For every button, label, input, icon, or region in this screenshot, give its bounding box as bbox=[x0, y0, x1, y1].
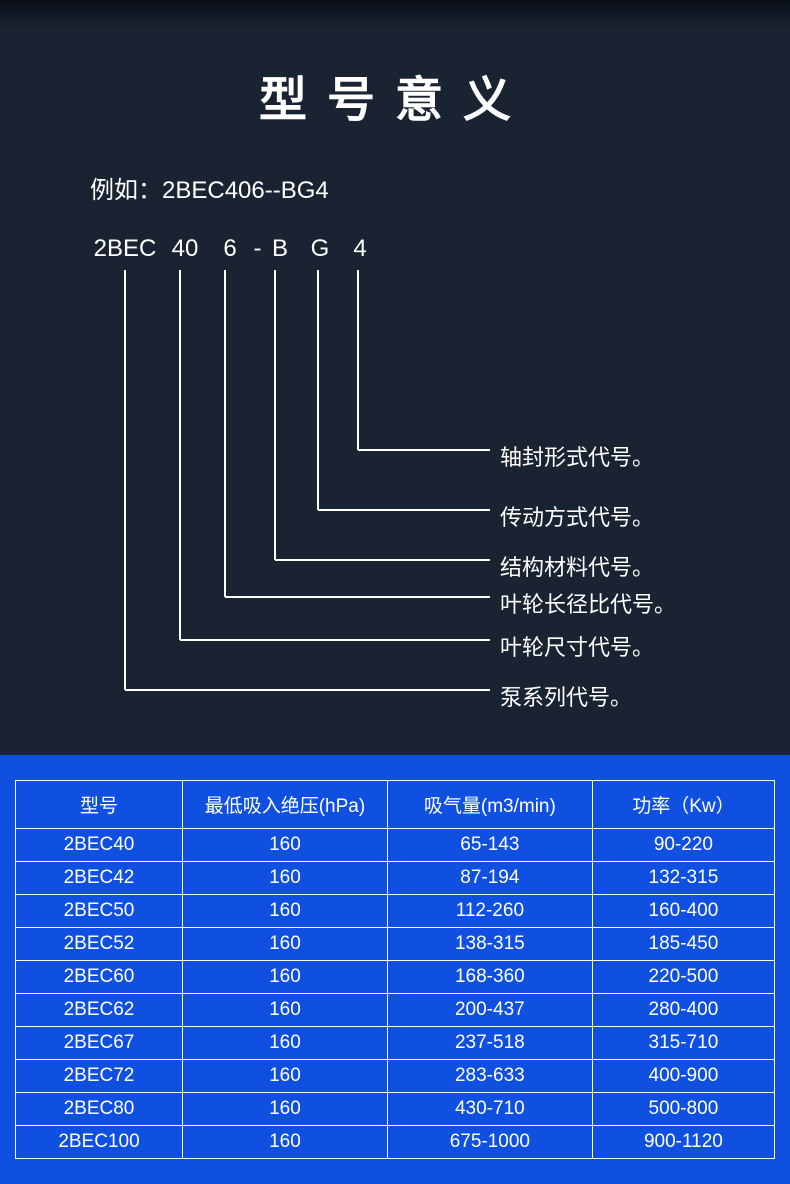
code-part-size: 40 bbox=[160, 235, 210, 263]
col-header-model: 型号 bbox=[16, 781, 183, 829]
table-row: 2BEC52160138-315185-450 bbox=[16, 928, 775, 961]
table-cell: 900-1120 bbox=[592, 1126, 774, 1159]
example-line: 例如：2BEC406--BG4 bbox=[90, 170, 730, 205]
code-breakdown-diagram: 2BEC 40 6 - B G 4 泵系列代号。叶轮尺寸代号。叶轮长径比代号。结… bbox=[90, 235, 730, 715]
page-title: 型号意义 bbox=[60, 60, 730, 130]
table-cell: 283-633 bbox=[387, 1060, 592, 1093]
table-cell: 168-360 bbox=[387, 961, 592, 994]
table-cell: 160 bbox=[182, 1027, 387, 1060]
table-cell: 132-315 bbox=[592, 862, 774, 895]
breakdown-lines-svg bbox=[90, 270, 770, 715]
table-cell: 500-800 bbox=[592, 1093, 774, 1126]
table-cell: 160 bbox=[182, 829, 387, 862]
table-cell: 90-220 bbox=[592, 829, 774, 862]
table-cell: 87-194 bbox=[387, 862, 592, 895]
table-cell: 675-1000 bbox=[387, 1126, 592, 1159]
table-cell: 2BEC50 bbox=[16, 895, 183, 928]
col-header-power: 功率（Kw） bbox=[592, 781, 774, 829]
spec-table-section: 型号 最低吸入绝压(hPa) 吸气量(m3/min) 功率（Kw） 2BEC40… bbox=[0, 755, 790, 1184]
table-row: 2BEC100160675-1000900-1120 bbox=[16, 1126, 775, 1159]
diagram-section: 型号意义 例如：2BEC406--BG4 2BEC 40 6 - B G 4 泵… bbox=[0, 30, 790, 755]
col-header-volume: 吸气量(m3/min) bbox=[387, 781, 592, 829]
table-cell: 160 bbox=[182, 961, 387, 994]
table-cell: 160 bbox=[182, 1060, 387, 1093]
table-cell: 160 bbox=[182, 928, 387, 961]
breakdown-label: 轴封形式代号。 bbox=[500, 440, 654, 472]
table-row: 2BEC4216087-194132-315 bbox=[16, 862, 775, 895]
table-cell: 160 bbox=[182, 862, 387, 895]
table-cell: 237-518 bbox=[387, 1027, 592, 1060]
table-cell: 185-450 bbox=[592, 928, 774, 961]
example-prefix: 例如： bbox=[90, 177, 162, 204]
code-part-drive: G bbox=[295, 235, 345, 263]
table-cell: 200-437 bbox=[387, 994, 592, 1027]
table-cell: 315-710 bbox=[592, 1027, 774, 1060]
table-row: 2BEC62160200-437280-400 bbox=[16, 994, 775, 1027]
table-cell: 280-400 bbox=[592, 994, 774, 1027]
example-code: 2BEC406--BG4 bbox=[162, 177, 329, 204]
table-cell: 112-260 bbox=[387, 895, 592, 928]
table-cell: 220-500 bbox=[592, 961, 774, 994]
table-header-row: 型号 最低吸入绝压(hPa) 吸气量(m3/min) 功率（Kw） bbox=[16, 781, 775, 829]
table-row: 2BEC80160430-710500-800 bbox=[16, 1093, 775, 1126]
table-cell: 160-400 bbox=[592, 895, 774, 928]
table-row: 2BEC67160237-518315-710 bbox=[16, 1027, 775, 1060]
table-row: 2BEC60160168-360220-500 bbox=[16, 961, 775, 994]
table-row: 2BEC4016065-14390-220 bbox=[16, 829, 775, 862]
table-cell: 65-143 bbox=[387, 829, 592, 862]
code-part-ratio: 6 bbox=[210, 235, 250, 263]
code-part-material: B bbox=[265, 235, 295, 263]
code-part-series: 2BEC bbox=[90, 235, 160, 263]
table-cell: 400-900 bbox=[592, 1060, 774, 1093]
breakdown-label: 叶轮尺寸代号。 bbox=[500, 630, 654, 662]
table-cell: 160 bbox=[182, 994, 387, 1027]
table-cell: 2BEC72 bbox=[16, 1060, 183, 1093]
breakdown-label: 传动方式代号。 bbox=[500, 500, 654, 532]
table-cell: 2BEC42 bbox=[16, 862, 183, 895]
breakdown-label: 叶轮长径比代号。 bbox=[500, 587, 676, 619]
spec-table: 型号 最低吸入绝压(hPa) 吸气量(m3/min) 功率（Kw） 2BEC40… bbox=[15, 780, 775, 1159]
table-cell: 160 bbox=[182, 1126, 387, 1159]
table-row: 2BEC72160283-633400-900 bbox=[16, 1060, 775, 1093]
table-cell: 160 bbox=[182, 1093, 387, 1126]
table-cell: 160 bbox=[182, 895, 387, 928]
table-cell: 2BEC100 bbox=[16, 1126, 183, 1159]
table-cell: 430-710 bbox=[387, 1093, 592, 1126]
table-cell: 2BEC60 bbox=[16, 961, 183, 994]
table-cell: 138-315 bbox=[387, 928, 592, 961]
table-cell: 2BEC62 bbox=[16, 994, 183, 1027]
breakdown-label: 泵系列代号。 bbox=[500, 680, 632, 712]
table-cell: 2BEC52 bbox=[16, 928, 183, 961]
breakdown-label: 结构材料代号。 bbox=[500, 550, 654, 582]
code-part-seal: 4 bbox=[345, 235, 375, 263]
code-parts-row: 2BEC 40 6 - B G 4 bbox=[90, 235, 730, 263]
table-cell: 2BEC80 bbox=[16, 1093, 183, 1126]
table-cell: 2BEC67 bbox=[16, 1027, 183, 1060]
col-header-pressure: 最低吸入绝压(hPa) bbox=[182, 781, 387, 829]
code-part-dash: - bbox=[250, 235, 265, 263]
table-row: 2BEC50160112-260160-400 bbox=[16, 895, 775, 928]
top-gradient-bar bbox=[0, 0, 790, 30]
table-cell: 2BEC40 bbox=[16, 829, 183, 862]
